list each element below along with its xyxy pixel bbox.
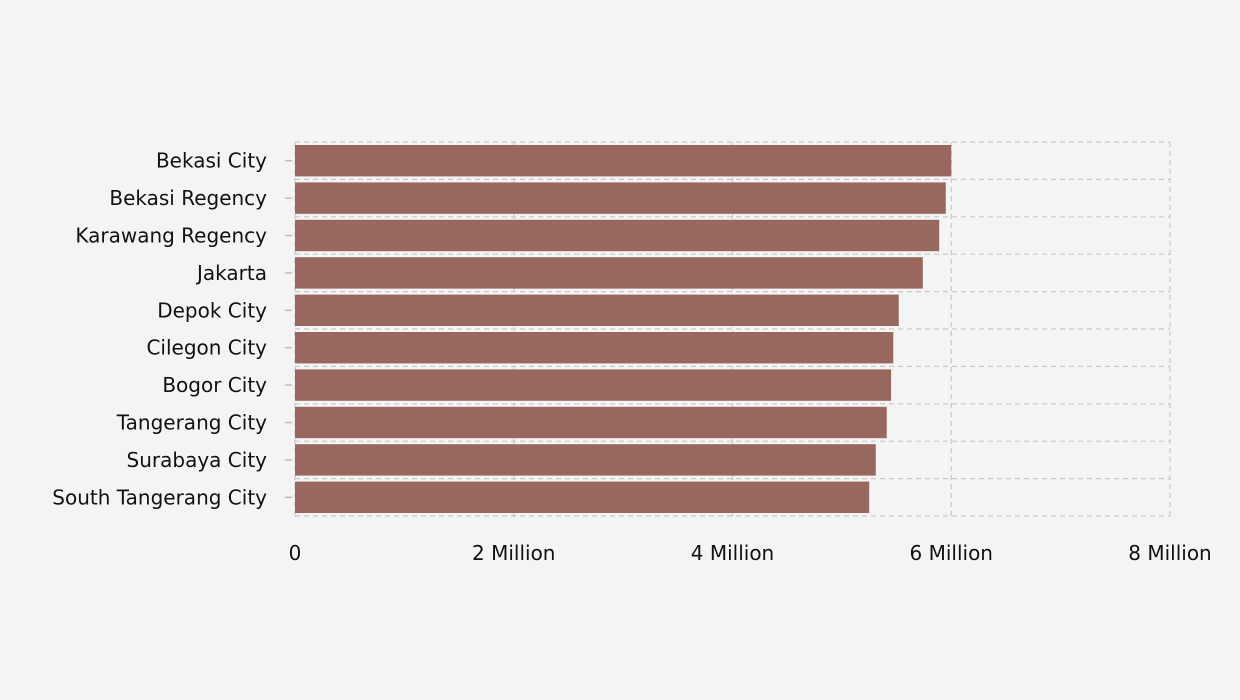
y-tick-label: Jakarta: [195, 261, 267, 285]
bar[interactable]: [295, 331, 894, 364]
bar[interactable]: [295, 444, 876, 476]
x-tick-label: 8 Million: [1128, 541, 1211, 565]
x-axis-labels: 0 2 Million 4 Million 6 Million 8 Million: [289, 541, 1212, 565]
y-tick-label: Surabaya City: [127, 448, 268, 472]
bar-layer: [295, 144, 952, 514]
y-tick-label: Tangerang City: [116, 411, 267, 435]
grid-layer: [294, 141, 1171, 517]
y-tick-label: Bekasi City: [156, 149, 267, 173]
bar[interactable]: [295, 294, 899, 327]
y-tick-label: South Tangerang City: [52, 485, 267, 509]
y-axis-labels: Bekasi City Bekasi Regency Karawang Regenc…: [52, 149, 292, 509]
bar[interactable]: [295, 257, 923, 289]
x-tick-label: 0: [289, 541, 302, 565]
y-tick-label: Karawang Regency: [75, 224, 267, 248]
x-tick-label: 4 Million: [691, 541, 774, 565]
bar[interactable]: [295, 406, 887, 439]
bar[interactable]: [295, 481, 870, 514]
bar[interactable]: [295, 144, 952, 177]
bar[interactable]: [295, 369, 892, 401]
bar[interactable]: [295, 219, 940, 252]
bar[interactable]: [295, 182, 946, 214]
x-tick-label: 6 Million: [910, 541, 993, 565]
y-tick-label: Cilegon City: [146, 336, 267, 360]
y-tick-label: Bogor City: [162, 373, 267, 397]
y-tick-label: Bekasi Regency: [109, 186, 267, 210]
x-tick-label: 2 Million: [472, 541, 555, 565]
y-tick-label: Depok City: [157, 298, 267, 322]
